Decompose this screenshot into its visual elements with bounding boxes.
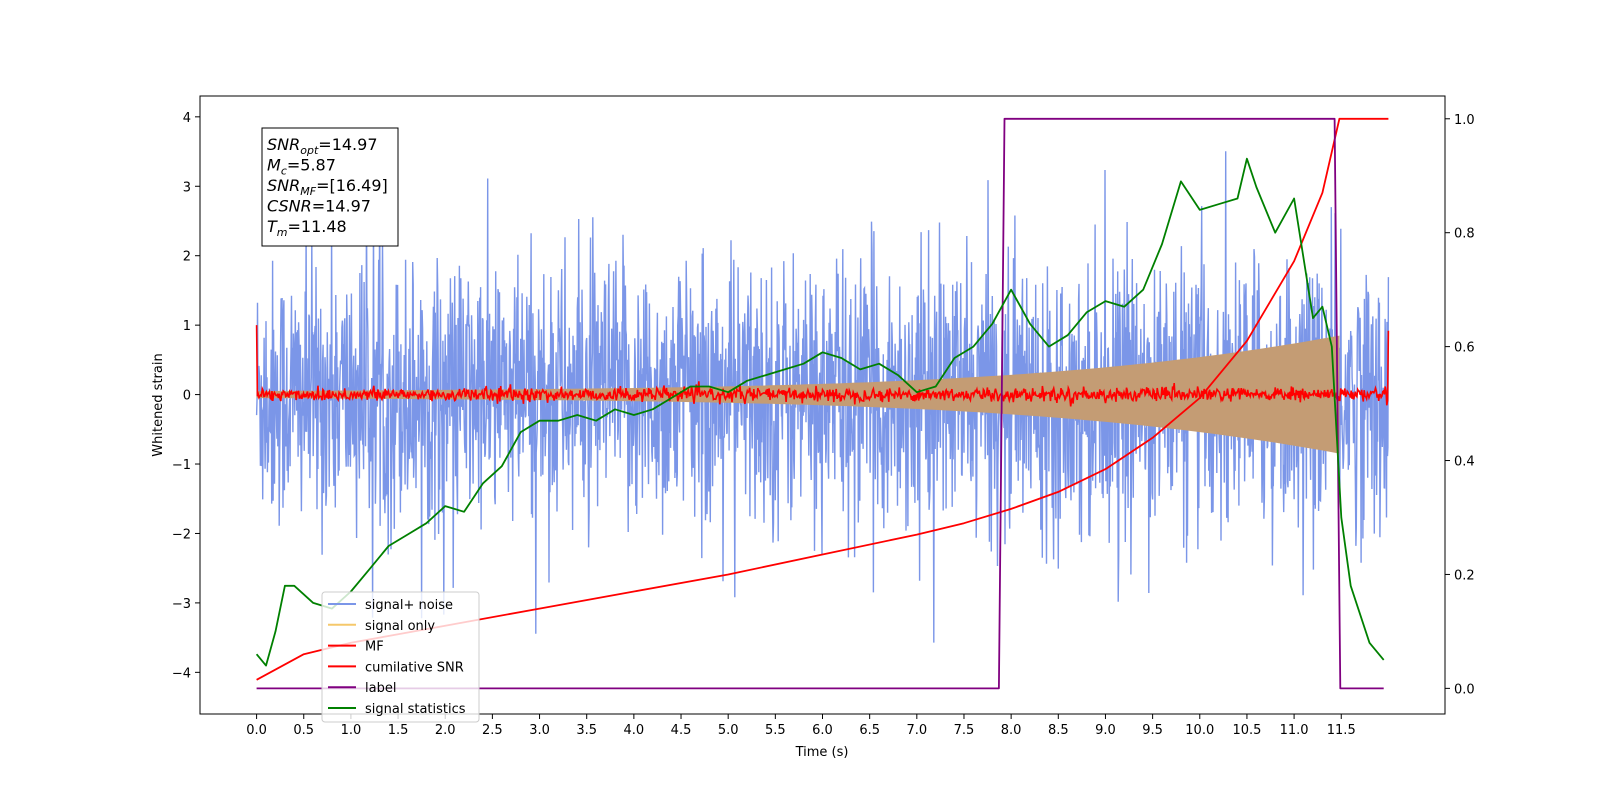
y-right-tick-label: 0.8 <box>1454 227 1475 242</box>
label-line <box>256 117 1384 690</box>
y-axis-left: 4 3 2 1 0 −1 −2 −3 −4 <box>172 111 200 681</box>
info-var: T <box>267 217 278 236</box>
info-box-line: Tm=11.48 <box>267 217 347 239</box>
legend-label: signal+ noise <box>365 598 453 613</box>
legend-label: cumilative SNR <box>365 660 464 675</box>
x-tick-label: 4.0 <box>624 723 645 738</box>
x-tick-label: 9.0 <box>1095 723 1116 738</box>
y-right-tick-label: 0.0 <box>1454 682 1475 697</box>
y-right-tick-label: 1.0 <box>1454 113 1475 128</box>
y-right-tick-label: 0.4 <box>1454 455 1475 470</box>
info-box: SNRopt=14.97Mc=5.87SNRMF=[16.49]CSNR=14.… <box>261 127 399 247</box>
info-value: =14.97 <box>312 197 371 216</box>
info-var: SNR <box>267 176 300 195</box>
y-left-tick-label: 1 <box>183 319 191 334</box>
x-tick-label: 0.0 <box>246 723 267 738</box>
label-series <box>256 117 1384 690</box>
signal-statistics-line <box>255 157 1385 667</box>
signal-only-series <box>256 335 1340 454</box>
x-tick-label: 10.0 <box>1185 723 1214 738</box>
legend-label: signal only <box>365 619 435 634</box>
x-tick-label: 2.5 <box>482 723 503 738</box>
info-value: =11.48 <box>288 217 347 236</box>
info-sub: m <box>277 226 288 239</box>
x-tick-label: 1.5 <box>388 723 409 738</box>
x-axis-label: Time (s) <box>795 745 849 760</box>
x-tick-label: 10.5 <box>1232 723 1261 738</box>
info-var: M <box>267 156 281 175</box>
info-value: =[16.49] <box>316 176 388 195</box>
y-axis-label: Whitened strain <box>151 353 166 456</box>
y-left-tick-label: −1 <box>172 458 191 473</box>
x-tick-label: 5.0 <box>718 723 739 738</box>
y-axis-right: 1.0 0.8 0.6 0.4 0.2 0.0 <box>1445 113 1475 697</box>
signal-statistics-series <box>255 157 1385 667</box>
x-tick-label: 6.0 <box>812 723 833 738</box>
signal-only-envelope <box>256 335 1340 454</box>
y-right-tick-label: 0.2 <box>1454 568 1475 583</box>
x-tick-label: 8.5 <box>1048 723 1069 738</box>
info-sub: opt <box>300 144 319 157</box>
x-tick-label: 7.0 <box>906 723 927 738</box>
x-tick-label: 7.5 <box>954 723 975 738</box>
legend-label: signal statistics <box>365 702 466 717</box>
legend-frame <box>321 591 480 723</box>
x-tick-label: 5.5 <box>765 723 786 738</box>
info-sub: c <box>281 165 287 178</box>
x-tick-label: 0.5 <box>293 723 314 738</box>
y-right-tick-label: 0.6 <box>1454 341 1475 356</box>
info-var: SNR <box>267 135 300 154</box>
x-tick-label: 4.5 <box>671 723 692 738</box>
x-tick-label: 6.5 <box>859 723 880 738</box>
y-left-tick-label: −3 <box>172 597 191 612</box>
y-left-tick-label: 2 <box>183 250 191 265</box>
info-box-line: CSNR=14.97 <box>267 197 371 216</box>
x-tick-label: 11.5 <box>1327 723 1356 738</box>
x-tick-label: 8.0 <box>1001 723 1022 738</box>
legend-label: label <box>365 681 396 696</box>
info-var: CSNR <box>267 197 312 216</box>
info-box-line: SNRopt=14.97 <box>267 135 378 157</box>
x-tick-label: 3.5 <box>576 723 597 738</box>
legend: signal+ noise signal only MF cumilative SNR… <box>321 591 480 723</box>
x-axis: 0.0 0.5 1.0 1.5 2.0 2.5 3.0 3.5 4.0 4.5 5.0 5.5 6.0 6… <box>246 714 1356 738</box>
x-tick-label: 2.0 <box>435 723 456 738</box>
info-sub: MF <box>300 185 316 198</box>
y-left-tick-label: 4 <box>183 111 191 126</box>
y-left-tick-label: −4 <box>172 666 191 681</box>
info-value: =14.97 <box>318 135 377 154</box>
x-tick-label: 11.0 <box>1280 723 1309 738</box>
info-box-frame <box>261 127 399 247</box>
y-left-tick-label: 3 <box>183 180 191 195</box>
y-left-tick-label: −2 <box>172 527 191 542</box>
x-tick-label: 9.5 <box>1142 723 1163 738</box>
info-box-line: SNRMF=[16.49] <box>267 176 388 198</box>
x-tick-label: 3.0 <box>529 723 550 738</box>
y-left-tick-label: 0 <box>183 389 191 404</box>
info-box-line: Mc=5.87 <box>267 156 336 178</box>
x-tick-label: 1.0 <box>341 723 362 738</box>
legend-label: MF <box>365 640 384 655</box>
info-value: =5.87 <box>287 156 336 175</box>
